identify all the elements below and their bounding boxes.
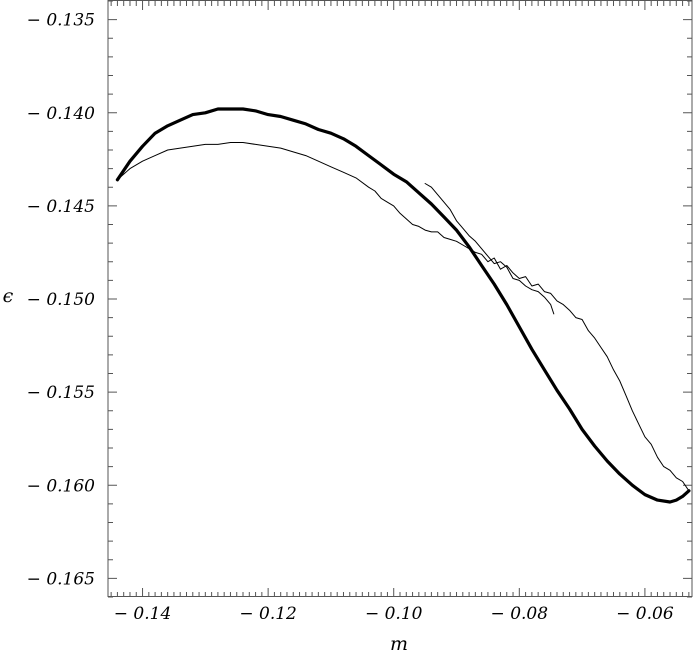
y-tick-label: − 0.145: [27, 197, 95, 217]
y-tick-label: − 0.150: [27, 290, 95, 310]
thin-series-line-1: [116, 142, 690, 492]
y-tick-label: − 0.165: [27, 569, 95, 589]
y-axis-title: ϵ: [3, 285, 14, 307]
y-tick-label: − 0.155: [27, 383, 95, 403]
axis-ticks: [108, 0, 692, 598]
y-tick-label: − 0.135: [27, 11, 95, 31]
x-tick-label: − 0.08: [491, 604, 549, 624]
x-tick-label: − 0.12: [239, 604, 297, 624]
thick-series-line-0: [115, 107, 691, 504]
x-tick-labels: − 0.14 − 0.12 − 0.10 − 0.08 − 0.06: [114, 604, 674, 624]
x-tick-label: − 0.10: [365, 604, 423, 624]
y-tick-label: − 0.140: [27, 104, 95, 124]
y-tick-labels: − 0.135 − 0.140 − 0.145 − 0.150 − 0.155 − 0.1…: [27, 11, 95, 590]
x-tick-label: − 0.06: [616, 604, 674, 624]
x-axis-title: m: [390, 633, 408, 655]
plot-frame: [107, 0, 693, 597]
series-layer: [115, 107, 691, 504]
thin-series-line-2: [424, 183, 555, 315]
x-tick-label: − 0.14: [114, 604, 172, 624]
y-tick-label: − 0.160: [27, 476, 95, 496]
